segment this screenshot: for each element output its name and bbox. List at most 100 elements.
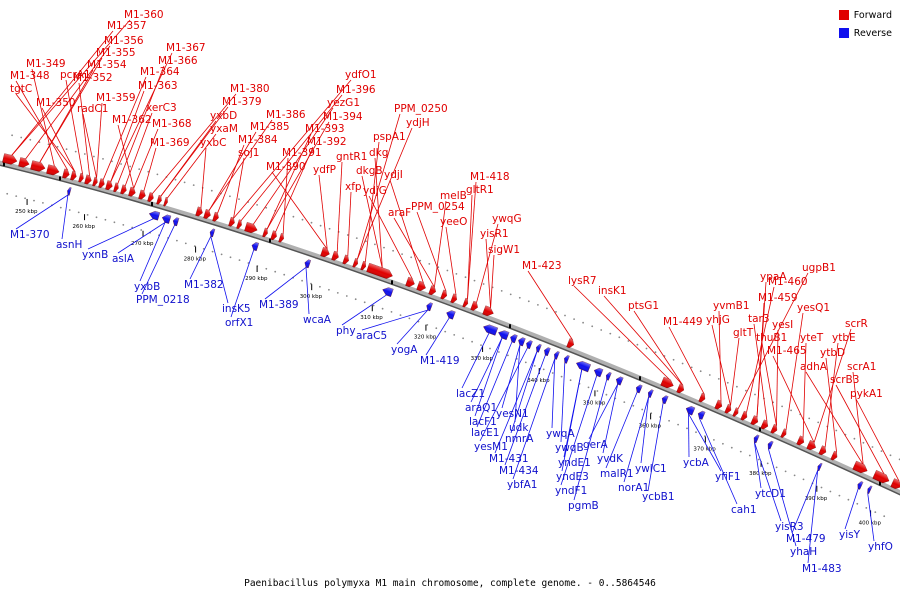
forward-gene-arrow[interactable] [228,216,235,227]
forward-gene-arrow[interactable] [244,222,258,234]
forward-gene-arrow[interactable] [440,289,449,300]
forward-gene-arrow[interactable] [236,219,243,230]
forward-gene-arrow[interactable] [732,407,740,418]
reverse-gene-arrow[interactable] [304,259,312,269]
forward-gene-arrow[interactable] [660,376,676,390]
forward-gene-arrow[interactable] [105,180,113,191]
reverse-gene-label[interactable]: ywqA [546,428,575,440]
forward-gene-arrow[interactable] [156,194,162,205]
forward-gene-label[interactable]: melB [440,190,467,202]
forward-gene-label[interactable]: M1-391 [282,147,322,159]
reverse-gene-arrow[interactable] [445,309,456,320]
reverse-gene-arrow[interactable] [535,343,542,353]
reverse-gene-arrow[interactable] [752,434,760,444]
forward-gene-arrow[interactable] [2,153,18,166]
forward-gene-arrow[interactable] [698,392,707,403]
forward-gene-label[interactable]: M1-465 [767,345,807,357]
forward-gene-arrow[interactable] [676,383,686,395]
reverse-gene-arrow[interactable] [172,217,180,227]
reverse-gene-label[interactable]: yesM1 [474,441,508,453]
forward-gene-arrow[interactable] [740,410,749,421]
forward-gene-arrow[interactable] [760,419,770,431]
reverse-gene-label[interactable]: M1-479 [786,533,826,545]
reverse-gene-arrow[interactable] [563,355,570,364]
forward-gene-arrow[interactable] [780,428,788,439]
forward-gene-label[interactable]: insK1 [598,285,627,297]
reverse-gene-arrow[interactable] [816,462,823,472]
forward-gene-label[interactable]: adhA [800,361,828,373]
forward-gene-arrow[interactable] [331,250,340,261]
reverse-gene-arrow[interactable] [697,410,706,420]
forward-gene-arrow[interactable] [78,172,84,183]
forward-gene-arrow[interactable] [450,293,459,304]
forward-gene-arrow[interactable] [342,254,351,265]
forward-gene-arrow[interactable] [830,450,839,461]
forward-gene-label[interactable]: M1-449 [663,316,703,328]
forward-gene-label[interactable]: M1-348 [10,70,50,82]
reverse-gene-arrow[interactable] [497,329,510,341]
forward-gene-label[interactable]: M1-386 [266,109,306,121]
reverse-gene-label[interactable]: ytcD1 [755,488,786,500]
forward-gene-label[interactable]: yxbD [210,110,237,122]
forward-gene-label[interactable]: yvmB1 [713,300,750,312]
forward-gene-label[interactable]: ypaA [760,271,787,283]
forward-gene-arrow[interactable] [770,423,779,434]
reverse-gene-arrow[interactable] [553,351,560,360]
reverse-gene-label[interactable]: ycbB1 [642,491,675,503]
forward-gene-label[interactable]: M1-369 [150,137,190,149]
reverse-gene-label[interactable]: M1-382 [184,279,224,291]
forward-gene-label[interactable]: ydjI [384,169,403,181]
forward-gene-arrow[interactable] [714,399,724,411]
forward-gene-label[interactable]: xfp [345,181,362,193]
forward-gene-arrow[interactable] [70,170,77,181]
forward-gene-label[interactable]: M1-355 [96,47,136,59]
reverse-gene-label[interactable]: yogA [391,344,418,356]
reverse-gene-label[interactable]: yisY [839,529,861,541]
forward-gene-arrow[interactable] [212,211,219,222]
forward-gene-label[interactable]: yesI [772,319,793,331]
forward-gene-arrow[interactable] [818,445,828,457]
forward-gene-arrow[interactable] [98,178,105,189]
forward-gene-arrow[interactable] [113,182,119,193]
reverse-gene-arrow[interactable] [543,347,551,357]
forward-gene-label[interactable]: M1-350 [36,97,76,109]
forward-gene-label[interactable]: M1-367 [166,42,206,54]
forward-gene-label[interactable]: xerC3 [146,102,177,114]
forward-gene-label[interactable]: ydfP [313,164,336,176]
reverse-gene-label[interactable]: yesN1 [496,408,529,420]
reverse-gene-arrow[interactable] [605,371,612,381]
reverse-gene-arrow[interactable] [661,395,669,405]
forward-gene-label[interactable]: M1-359 [96,92,136,104]
forward-gene-arrow[interactable] [270,230,279,241]
forward-gene-label[interactable]: pcrA1 [60,69,91,81]
reverse-gene-label[interactable]: asnH [56,239,82,251]
reverse-gene-label[interactable]: aslA [112,253,135,265]
reverse-gene-label[interactable]: yvdK [597,453,624,465]
reverse-gene-arrow[interactable] [517,336,526,347]
forward-gene-arrow[interactable] [416,280,428,292]
reverse-gene-label[interactable]: yisR3 [775,521,804,533]
forward-gene-label[interactable]: ptsG1 [628,300,659,312]
forward-gene-label[interactable]: yteT [800,332,824,344]
reverse-gene-arrow[interactable] [381,286,394,297]
reverse-gene-arrow[interactable] [482,323,499,336]
reverse-gene-label[interactable]: M1-483 [802,563,842,575]
forward-gene-label[interactable]: M1-354 [87,59,127,71]
forward-gene-label[interactable]: PPM_0250 [394,103,448,115]
reverse-gene-label[interactable]: yfiF1 [715,471,741,483]
forward-gene-arrow[interactable] [750,415,760,426]
reverse-gene-label[interactable]: ywqB [555,442,584,454]
forward-gene-arrow[interactable] [128,186,136,197]
forward-gene-label[interactable]: tgtC [10,83,32,95]
forward-gene-label[interactable]: ytbE [832,332,856,344]
forward-gene-label[interactable]: gltR1 [466,184,494,196]
reverse-gene-label[interactable]: PPM_0218 [136,294,190,306]
reverse-gene-label[interactable]: lacF1 [469,416,497,428]
reverse-gene-label[interactable]: M1-370 [10,229,50,241]
forward-gene-arrow[interactable] [46,164,60,177]
reverse-gene-arrow[interactable] [251,241,260,252]
forward-gene-label[interactable]: M1-366 [158,55,198,67]
forward-gene-label[interactable]: M1-380 [230,83,270,95]
forward-gene-label[interactable]: M1-368 [152,118,192,130]
forward-gene-arrow[interactable] [120,184,127,195]
